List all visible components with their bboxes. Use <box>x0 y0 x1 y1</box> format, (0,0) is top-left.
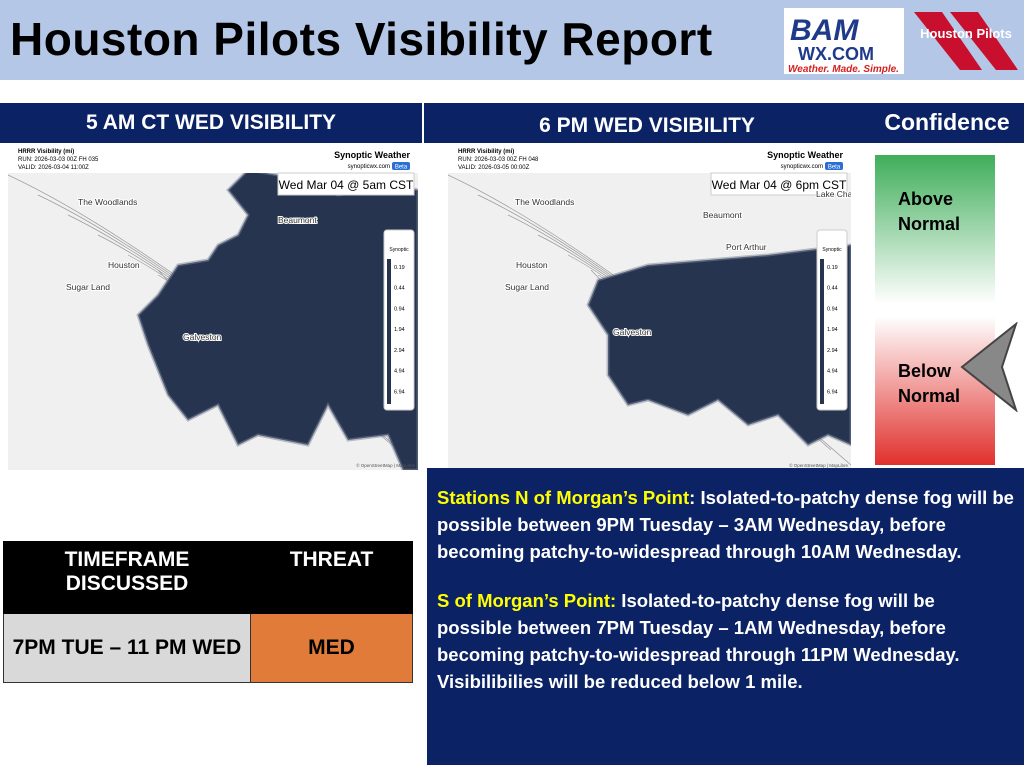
map-valid: VALID: 2026-03-04 11:00Z <box>18 165 89 171</box>
confidence-title: Confidence <box>870 103 1024 143</box>
title: Houston Pilots Visibility Report <box>10 13 713 65</box>
legend-title: Synoptic <box>822 247 842 253</box>
stamp-bg <box>710 172 848 196</box>
table-header: TIMEFRAME DISCUSSED THREAT <box>3 541 413 614</box>
confidence-scale <box>875 155 995 465</box>
panel-title: 5 AM CT WED VISIBILITY <box>0 103 422 143</box>
confidence-below: Below Normal <box>898 361 961 406</box>
confidence-arrow <box>960 322 1018 412</box>
legend-value: 4.94 <box>827 369 838 375</box>
place-label: The Woodlands <box>515 197 574 207</box>
note: S of Morgan’s Point: Isolated-to-patchy … <box>437 587 1014 695</box>
cell: 7PM TUE – 11 PM WED <box>3 613 251 683</box>
legend-value: 0.19 <box>394 265 405 271</box>
map-stamp: Wed Mar 04 @ 6pm CST <box>712 178 847 192</box>
legend-value: 2.94 <box>827 348 838 354</box>
map-brand: Synoptic Weather <box>334 150 410 160</box>
legend-value: 2.94 <box>394 348 405 354</box>
place-label: Lake Char <box>816 189 851 199</box>
notes: Stations N of Morgan’s Point: Isolated-t… <box>427 468 1024 765</box>
cell: MED <box>250 613 413 683</box>
legend-value: 6.94 <box>827 389 838 395</box>
map-site: synopticwx.com <box>781 164 823 170</box>
map-badge: Beta <box>828 165 841 171</box>
logo-tagline: Weather. Made. Simple. <box>788 64 899 75</box>
legend-value: 0.44 <box>827 286 838 292</box>
map-stamp: Wed Mar 04 @ 5am CST <box>279 178 414 192</box>
logo-bg <box>784 8 904 74</box>
note-text: : Isolated-to-patchy dense fog will be p… <box>437 487 1014 562</box>
table-row: 7PM TUE – 11 PM WED MED <box>3 613 413 683</box>
place-label: Beaumont <box>278 215 317 225</box>
map-run: RUN: 2026-03-03 00Z FH 035 <box>18 157 99 163</box>
legend-value: 0.94 <box>394 306 405 312</box>
threat-table: TIMEFRAME DISCUSSED THREAT 7PM TUE – 11 … <box>3 541 413 683</box>
confidence-above: Above Normal <box>898 189 961 234</box>
place-label: Galveston <box>613 327 652 337</box>
header-cell: TIMEFRAME DISCUSSED <box>3 541 251 614</box>
panel-title: 6 PM WED VISIBILITY <box>424 103 870 143</box>
legend-ramp <box>820 259 824 404</box>
info-bar <box>448 145 851 173</box>
logo-pilots: Houston Pilots <box>920 26 1012 41</box>
fog-area <box>586 243 851 447</box>
note-text: Isolated-to-patchy dense fog will be pos… <box>437 590 960 692</box>
map-site: synopticwx.com <box>348 164 390 170</box>
header-cell: THREAT <box>250 541 413 614</box>
place-label: Houston <box>108 260 140 270</box>
map-brand: Synoptic Weather <box>767 150 843 160</box>
place-label: Sugar Land <box>505 282 549 292</box>
note-lead: Stations N of Morgan’s Point <box>437 487 690 508</box>
arrow <box>960 322 1018 412</box>
map: HRRR Visibility (mi) RUN: 2026-03-03 00Z … <box>448 145 851 470</box>
place-label: Houston <box>516 260 548 270</box>
map-run: RUN: 2026-03-03 00Z FH 048 <box>458 157 539 163</box>
badge-bg <box>825 162 843 170</box>
map-valid: VALID: 2026-03-05 00:00Z <box>458 165 530 171</box>
legend-value: 6.94 <box>394 389 405 395</box>
place-label: Sugar Land <box>66 282 110 292</box>
map-credit: © OpenStreetMap | MapLibre <box>356 462 415 468</box>
stamp-bg <box>277 172 415 196</box>
map: HRRR Visibility (mi) RUN: 2026-03-03 00Z … <box>8 145 418 470</box>
legend-value: 1.94 <box>394 327 405 333</box>
badge-bg <box>392 162 410 170</box>
legend-value: 0.44 <box>394 286 405 292</box>
legend-value: 1.94 <box>827 327 838 333</box>
place-label: Port Arthur <box>726 242 767 252</box>
info-bar <box>8 145 418 173</box>
map-product: HRRR Visibility (mi) <box>18 149 74 155</box>
legend-bg <box>383 229 415 411</box>
logos: BAM WX.COM Weather. Made. Simple. Housto… <box>784 8 1018 75</box>
legend-ramp <box>387 259 391 404</box>
map-credit: © OpenStreetMap | MapLibre <box>789 462 848 468</box>
logo-mark <box>914 12 1018 70</box>
legend-value: 4.94 <box>394 369 405 375</box>
note-lead: S of Morgan’s Point: <box>437 590 617 611</box>
place-label: The Woodlands <box>78 197 137 207</box>
legend-value: 0.19 <box>827 265 838 271</box>
place-label: Galveston <box>183 332 222 342</box>
legend-title: Synoptic <box>389 247 409 253</box>
note: Stations N of Morgan’s Point: Isolated-t… <box>437 484 1014 565</box>
logo-wx: WX.COM <box>798 44 874 64</box>
map-badge: Beta <box>395 165 408 171</box>
legend-bg <box>816 229 848 411</box>
place-label: Beaumont <box>703 210 742 220</box>
map-product: HRRR Visibility (mi) <box>458 149 514 155</box>
logo-bam: BAM <box>790 14 859 47</box>
legend-value: 0.94 <box>827 306 838 312</box>
